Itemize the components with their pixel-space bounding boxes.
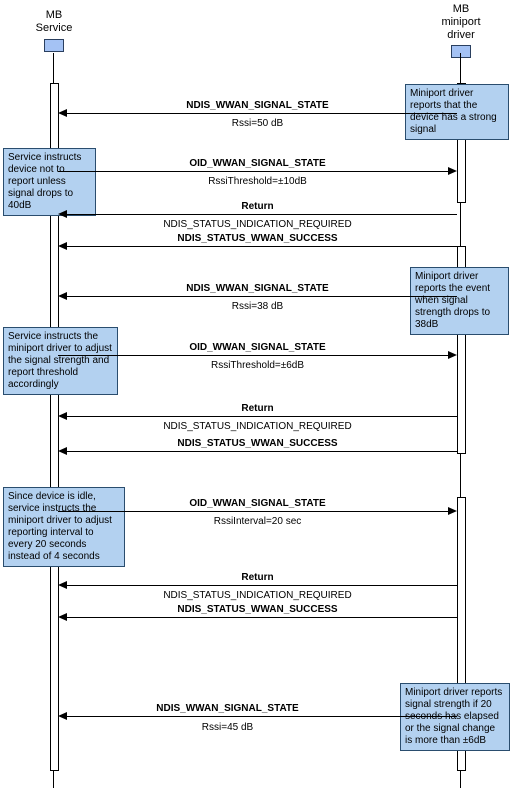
msg10-label: Return bbox=[120, 572, 395, 583]
msg2-head bbox=[448, 167, 457, 175]
msg12-sub: Rssi=45 dB bbox=[90, 722, 365, 733]
msg12-line bbox=[65, 716, 457, 717]
msg1-head bbox=[58, 109, 67, 117]
msg10-head bbox=[58, 581, 67, 589]
participant-left-box bbox=[44, 39, 64, 52]
msg7-label: Return bbox=[120, 403, 395, 414]
msg4-label: NDIS_STATUS_WWAN_SUCCESS bbox=[120, 233, 395, 244]
msg3-sub: NDIS_STATUS_INDICATION_REQUIRED bbox=[120, 219, 395, 230]
msg8-label: NDIS_STATUS_WWAN_SUCCESS bbox=[120, 438, 395, 449]
participant-right-box bbox=[451, 45, 471, 58]
msg3-label: Return bbox=[120, 201, 395, 212]
note-report-20s-6db: Miniport driver reports signal strength … bbox=[400, 683, 510, 751]
msg12-label: NDIS_WWAN_SIGNAL_STATE bbox=[90, 703, 365, 714]
msg5-head bbox=[58, 292, 67, 300]
msg7-line bbox=[65, 416, 457, 417]
msg6-head bbox=[448, 351, 457, 359]
msg2-sub: RssiThreshold=±10dB bbox=[120, 176, 395, 187]
msg10-sub: NDIS_STATUS_INDICATION_REQUIRED bbox=[120, 590, 395, 601]
note-instruct-40db: Service instructs device not to report u… bbox=[3, 148, 96, 216]
msg4-head bbox=[58, 242, 67, 250]
note-adjust-interval: Since device is idle, service instructs … bbox=[3, 487, 125, 567]
msg1-sub: Rssi=50 dB bbox=[120, 118, 395, 129]
msg6-label: OID_WWAN_SIGNAL_STATE bbox=[120, 342, 395, 353]
msg11-label: NDIS_STATUS_WWAN_SUCCESS bbox=[120, 604, 395, 615]
msg5-label: NDIS_WWAN_SIGNAL_STATE bbox=[120, 283, 395, 294]
msg8-head bbox=[58, 447, 67, 455]
note-drops-38db: Miniport driver reports the event when s… bbox=[410, 267, 509, 335]
msg2-label: OID_WWAN_SIGNAL_STATE bbox=[120, 158, 395, 169]
msg6-line bbox=[58, 355, 450, 356]
msg1-line bbox=[65, 113, 457, 114]
msg7-head bbox=[58, 412, 67, 420]
participant-right-label: MB miniport driver bbox=[437, 3, 485, 42]
msg5-sub: Rssi=38 dB bbox=[120, 301, 395, 312]
note-strong-signal: Miniport driver reports that the device … bbox=[405, 84, 509, 140]
msg3-head bbox=[58, 210, 67, 218]
msg2-line bbox=[58, 171, 450, 172]
msg4-line bbox=[65, 246, 457, 247]
note-adjust-threshold: Service instructs the miniport driver to… bbox=[3, 327, 118, 395]
msg11-head bbox=[58, 613, 67, 621]
msg9-sub: RssiInterval=20 sec bbox=[120, 516, 395, 527]
msg1-label: NDIS_WWAN_SIGNAL_STATE bbox=[120, 100, 395, 111]
msg11-line bbox=[65, 617, 457, 618]
msg3-line bbox=[65, 214, 457, 215]
msg6-sub: RssiThreshold=±6dB bbox=[120, 360, 395, 371]
msg9-line bbox=[58, 511, 450, 512]
msg9-head bbox=[448, 507, 457, 515]
participant-left-label: MB Service bbox=[30, 9, 78, 35]
msg8-line bbox=[65, 451, 457, 452]
msg9-label: OID_WWAN_SIGNAL_STATE bbox=[120, 498, 395, 509]
sequence-diagram: MB Service MB miniport driver Miniport d… bbox=[0, 0, 519, 794]
msg10-line bbox=[65, 585, 457, 586]
msg7-sub: NDIS_STATUS_INDICATION_REQUIRED bbox=[120, 421, 395, 432]
msg5-line bbox=[65, 296, 457, 297]
msg12-head bbox=[58, 712, 67, 720]
